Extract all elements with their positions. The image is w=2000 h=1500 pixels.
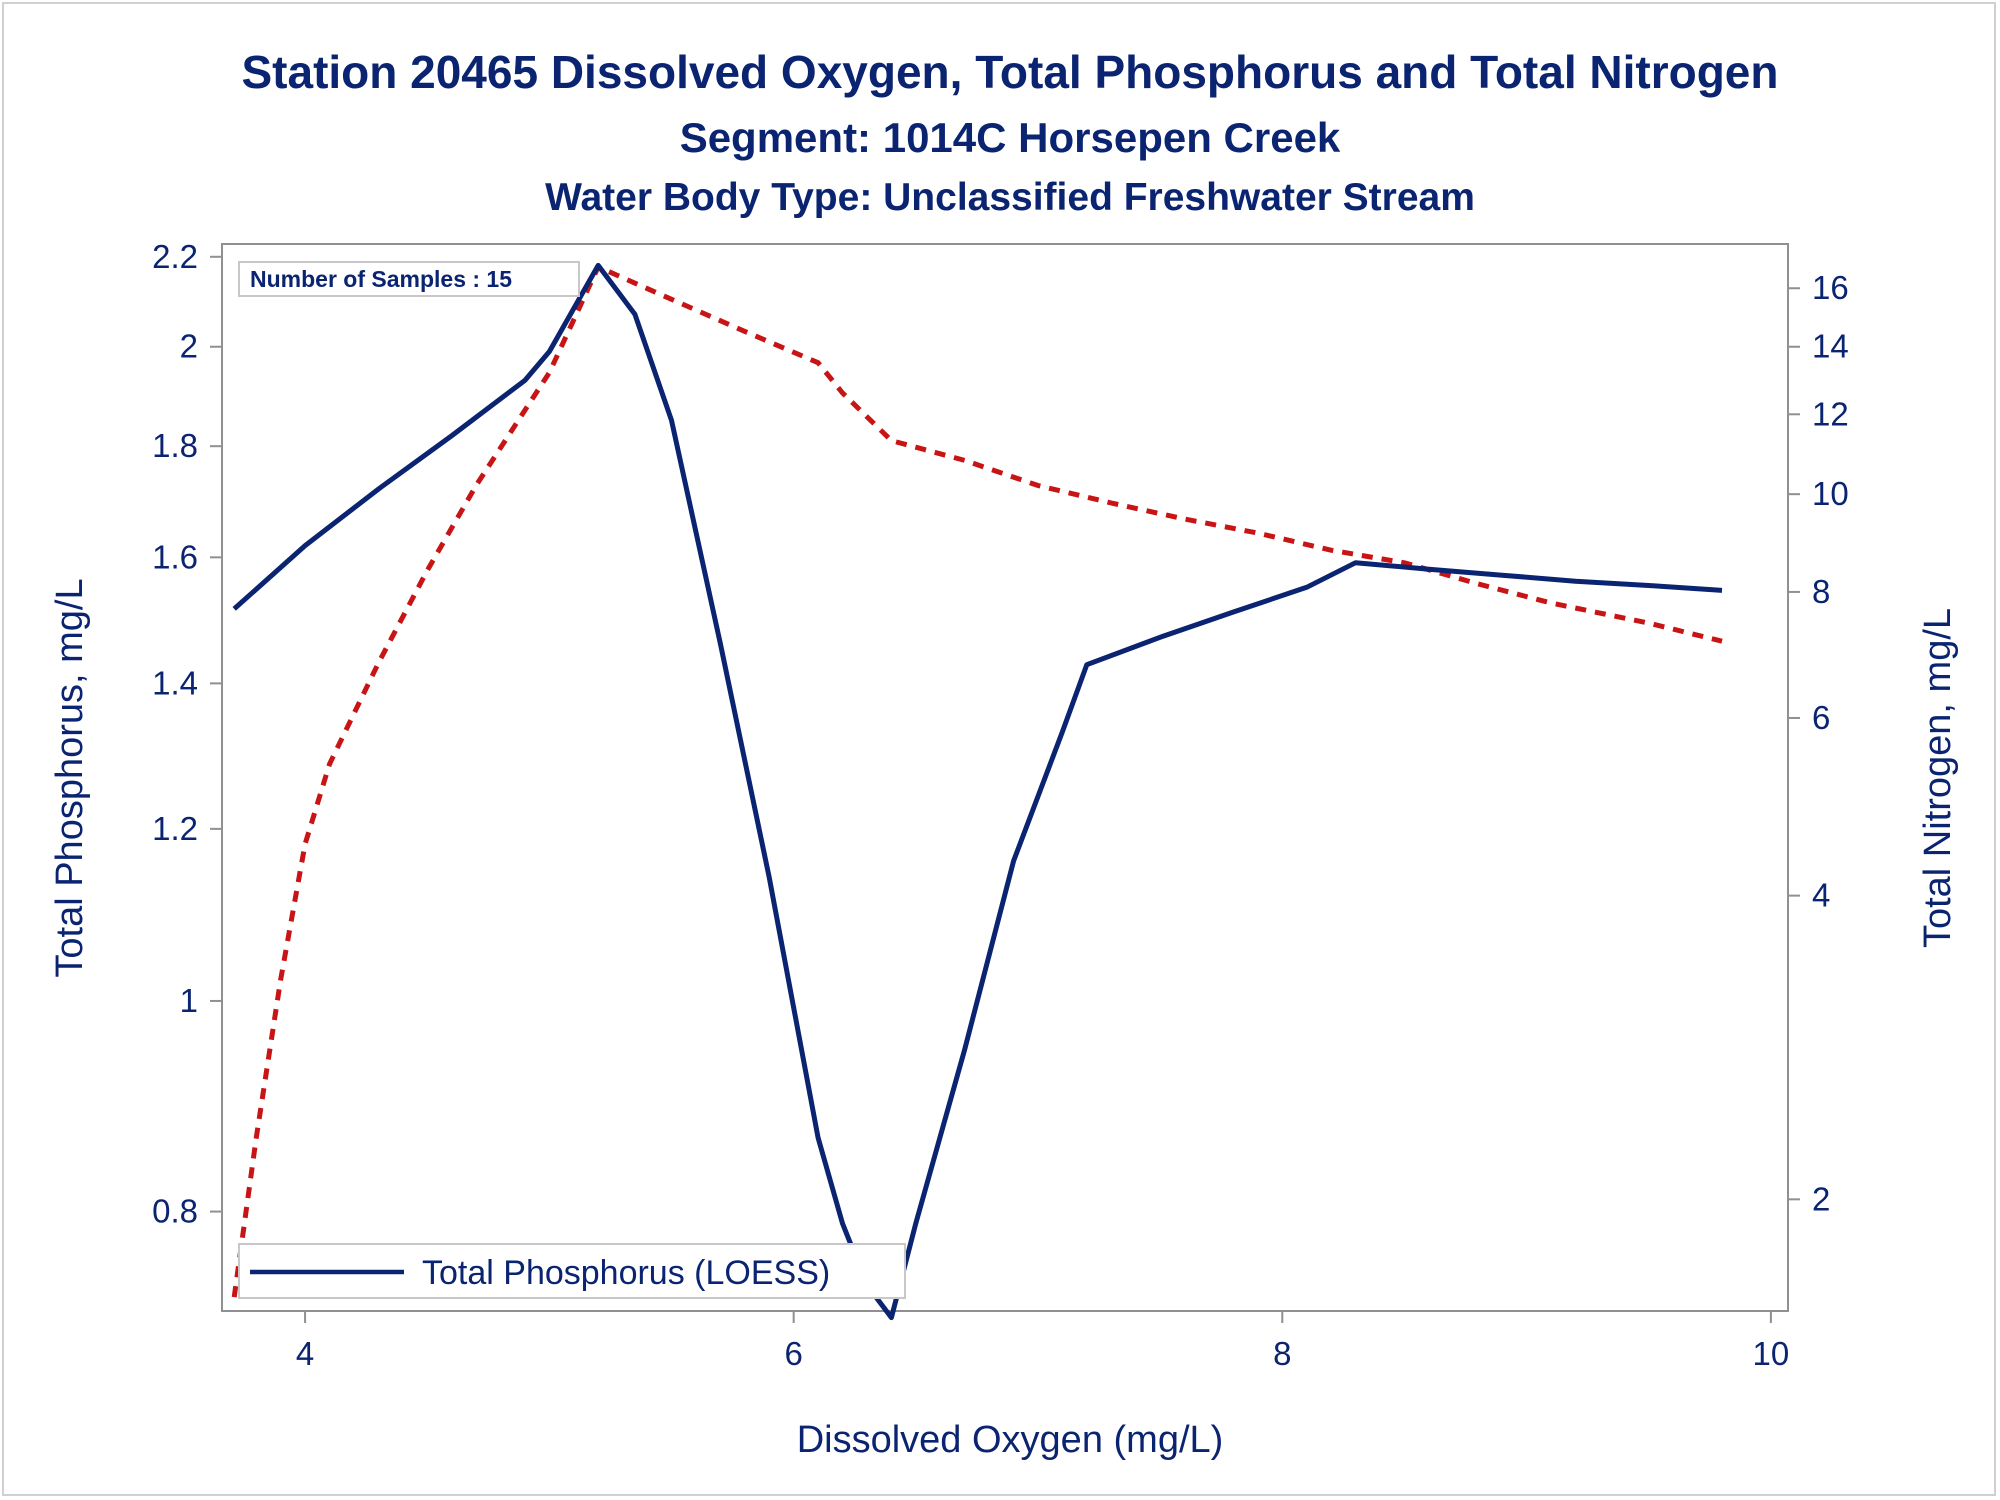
sample-count-box: Number of Samples : 15 [238,261,580,297]
y-axis-right-label: Total Nitrogen, mg/L [1917,608,1959,948]
y-right-tick-label: 12 [1812,395,1849,432]
series-layer [231,262,1723,1321]
x-tick-label: 6 [784,1335,802,1372]
y-axis-right: 2 4 6 8 10 12 14 16 [1788,269,1849,1217]
y-left-tick-label: 2 [180,328,198,365]
x-axis-label: Dissolved Oxygen (mg/L) [797,1419,1224,1461]
series-line-total-phosphorus-loess [232,262,1723,1321]
y-left-tick-label: 1.2 [152,810,198,847]
y-left-tick-label: 1.4 [152,664,198,701]
y-right-tick-label: 14 [1812,328,1849,365]
sample-count-label: Number of Samples : 15 [250,266,512,292]
y-axis-left-label: Total Phosphorus, mg/L [49,578,91,977]
y-left-tick-label: 0.8 [152,1193,198,1230]
y-right-tick-label: 2 [1812,1180,1830,1217]
sample-count-frame [238,261,580,297]
legend: Total Phosphorus (LOESS) [238,1243,906,1299]
y-axis-left: 0.8 1 1.2 1.4 1.6 1.8 2 2.2 [152,238,222,1230]
chart-subtitle-water-body: Water Body Type: Unclassified Freshwater… [545,176,1475,219]
y-left-tick-label: 1.6 [152,538,198,575]
y-right-tick-label: 4 [1812,877,1830,914]
plot-area [221,243,1789,1312]
x-tick-label: 10 [1753,1335,1790,1372]
y-left-tick-label: 2.2 [152,238,198,275]
y-right-tick-label: 16 [1812,269,1849,306]
chart-subtitle: Segment: 1014C Horsepen Creek [680,114,1341,161]
y-left-tick-label: 1 [180,982,198,1019]
series-line-total-nitrogen-loess [231,264,1723,1298]
x-tick-label: 8 [1273,1335,1291,1372]
chart-svg: Station 20465 Dissolved Oxygen, Total Ph… [49,46,1959,1461]
y-right-tick-label: 8 [1812,573,1830,610]
y-right-tick-label: 10 [1812,475,1849,512]
chart-title: Station 20465 Dissolved Oxygen, Total Ph… [241,46,1778,98]
y-left-tick-label: 1.8 [152,427,198,464]
legend-label-total-phosphorus: Total Phosphorus (LOESS) [422,1254,830,1292]
x-tick-label: 4 [296,1335,314,1372]
y-right-tick-label: 6 [1812,699,1830,736]
x-axis: 4 6 8 10 [296,1311,1789,1372]
